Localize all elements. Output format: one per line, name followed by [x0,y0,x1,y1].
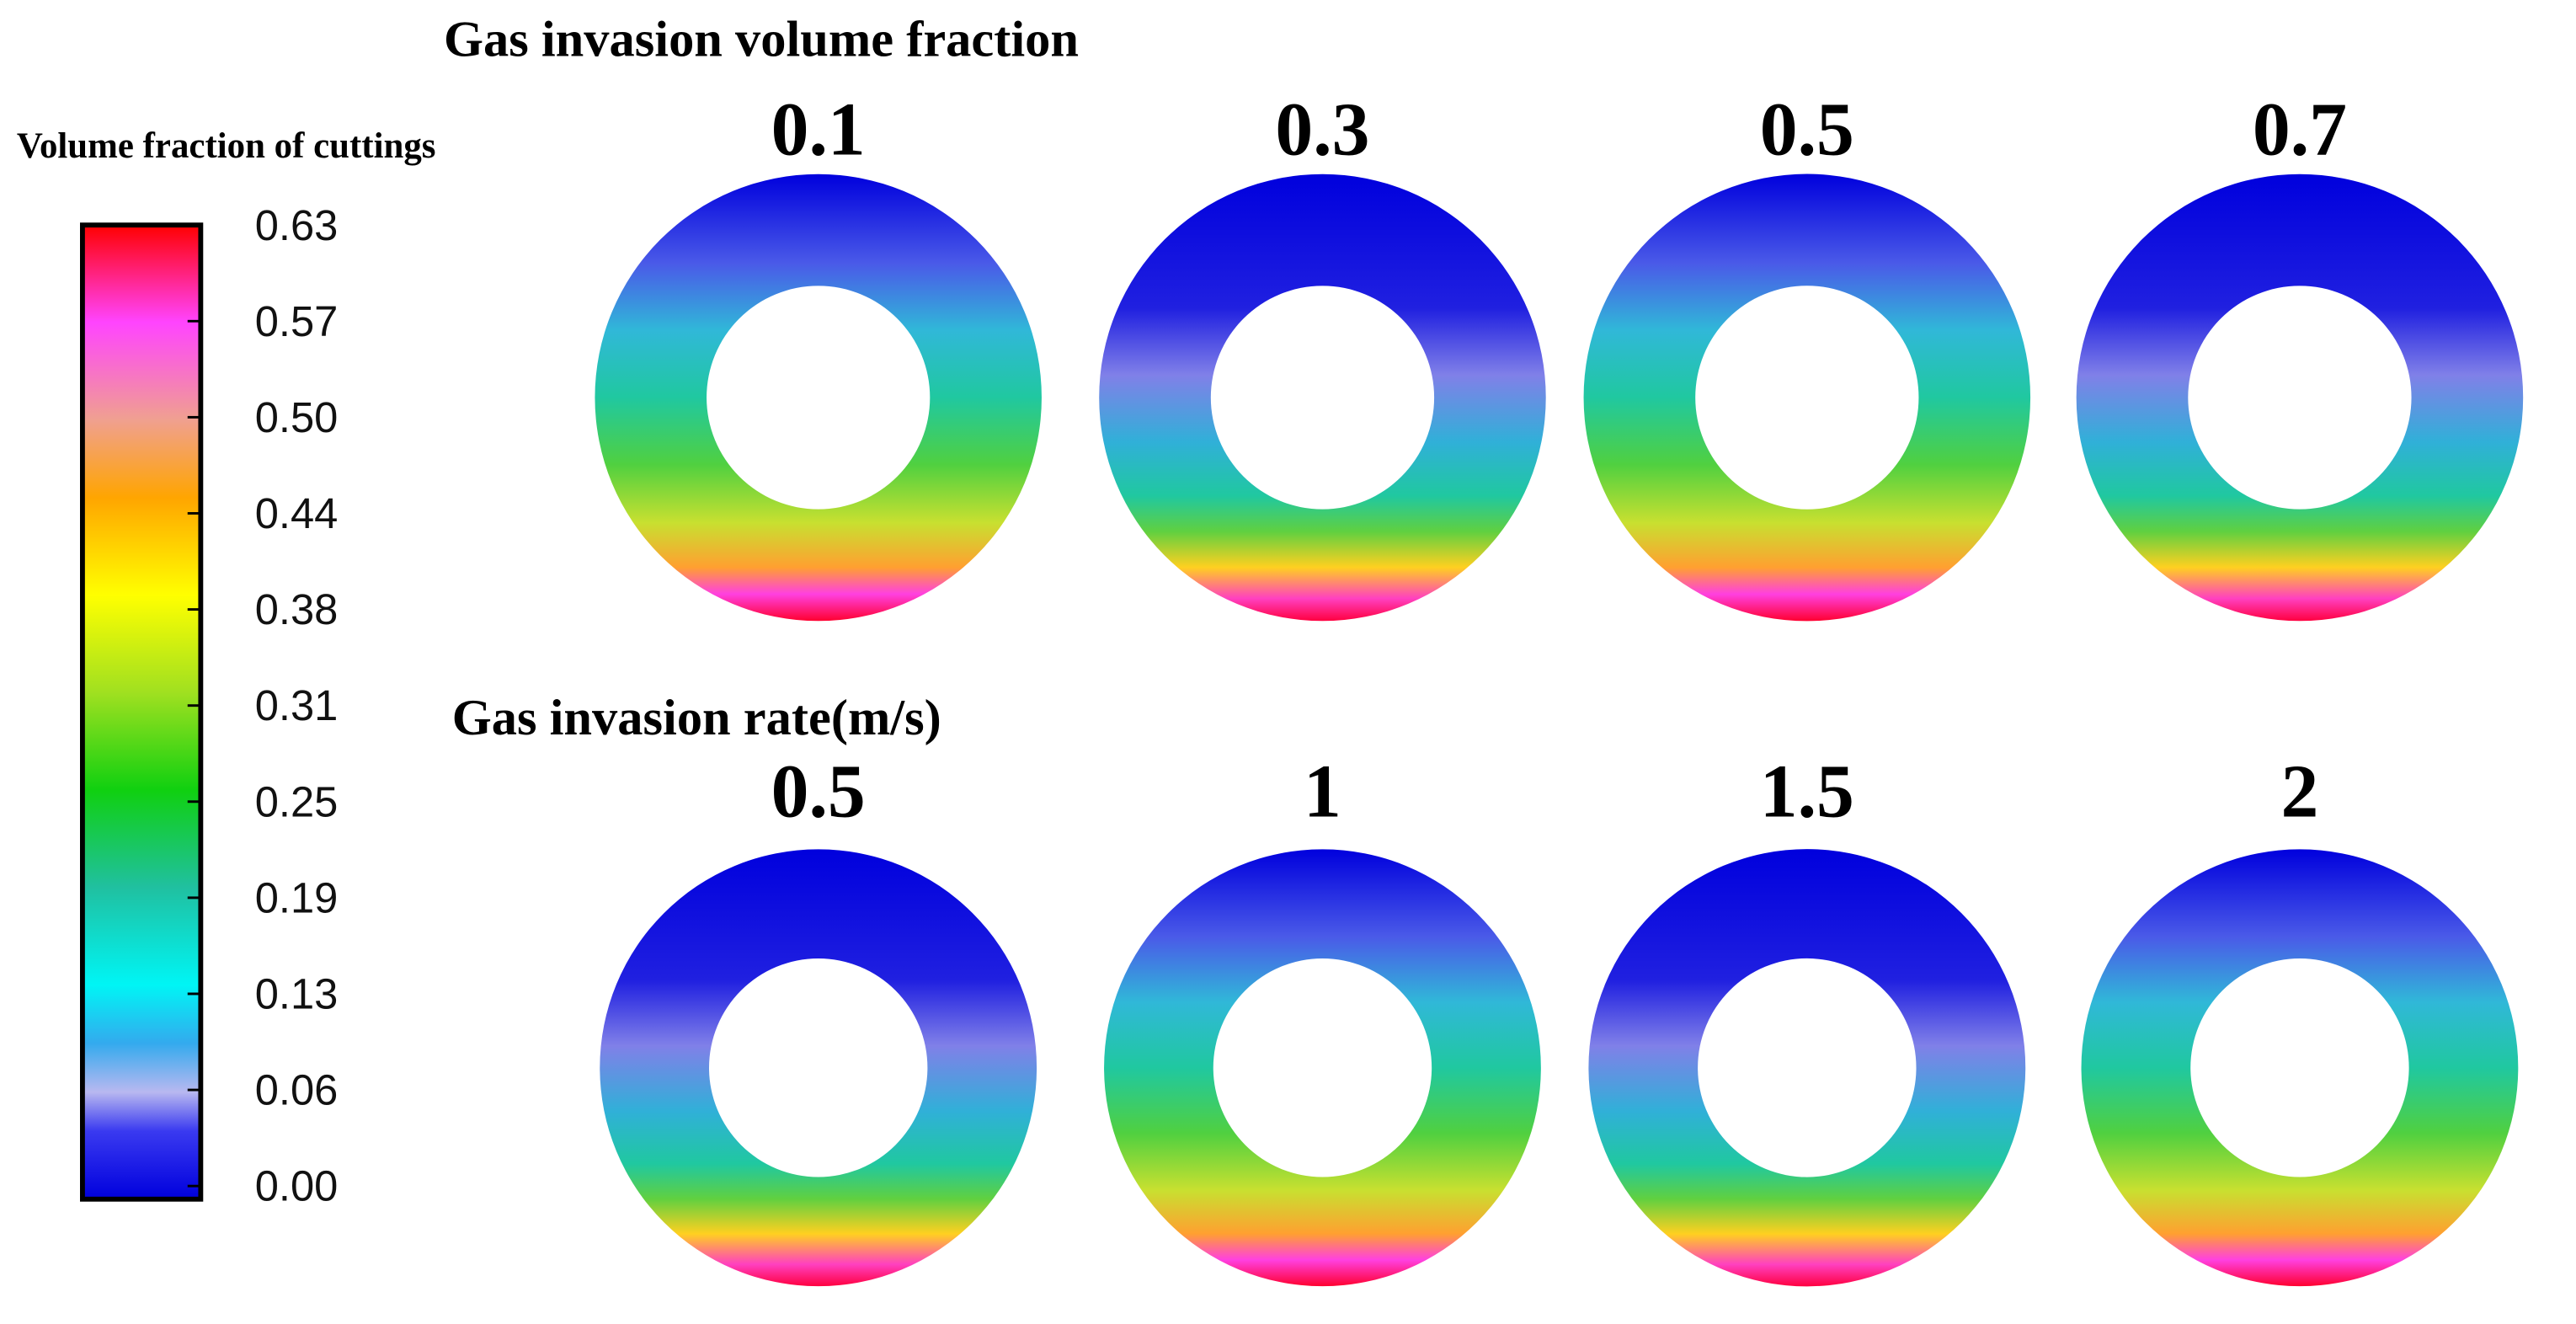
colorbar-tick-label: 0.50 [255,393,339,441]
contour-annulus [1104,849,1541,1287]
contour-annulus [1099,174,1546,622]
colorbar-tick-label: 0.25 [255,777,339,825]
colorbar-tick-label: 0.06 [255,1066,339,1114]
colorbar-tick-label: 0.63 [255,201,339,249]
panel-label: 0.3 [1275,88,1369,171]
panel-label: 2 [2280,750,2318,833]
panel-label: 0.1 [771,88,866,171]
panel-label: 1 [1304,750,1341,833]
row-title: Gas invasion rate(m/s) [452,690,941,746]
panel-label: 1.5 [1760,750,1854,833]
colorbar-tick-label: 0.31 [255,681,339,729]
colorbar-tick-label: 0.57 [255,297,339,345]
colorbar-tick-label: 0.44 [255,489,339,537]
contour-annulus [2076,174,2524,622]
contour-annulus [595,174,1042,622]
contour-annulus [600,849,1037,1287]
row-title: Gas invasion volume fraction [444,11,1079,67]
colorbar-title: Volume fraction of cuttings [17,126,436,166]
colorbar-tick-label: 0.13 [255,970,339,1018]
panel-label: 0.7 [2253,88,2347,171]
panel-label: 0.5 [771,750,866,833]
colorbar [80,222,204,1202]
colorbar-tick-label: 0.00 [255,1162,339,1210]
contour-annulus [2081,849,2519,1287]
panel-label: 0.5 [1760,88,1854,171]
contour-annulus [1583,174,2031,622]
contour-annulus [1588,849,2026,1287]
colorbar-tick-label: 0.19 [255,873,339,921]
colorbar-tick-label: 0.38 [255,585,339,633]
